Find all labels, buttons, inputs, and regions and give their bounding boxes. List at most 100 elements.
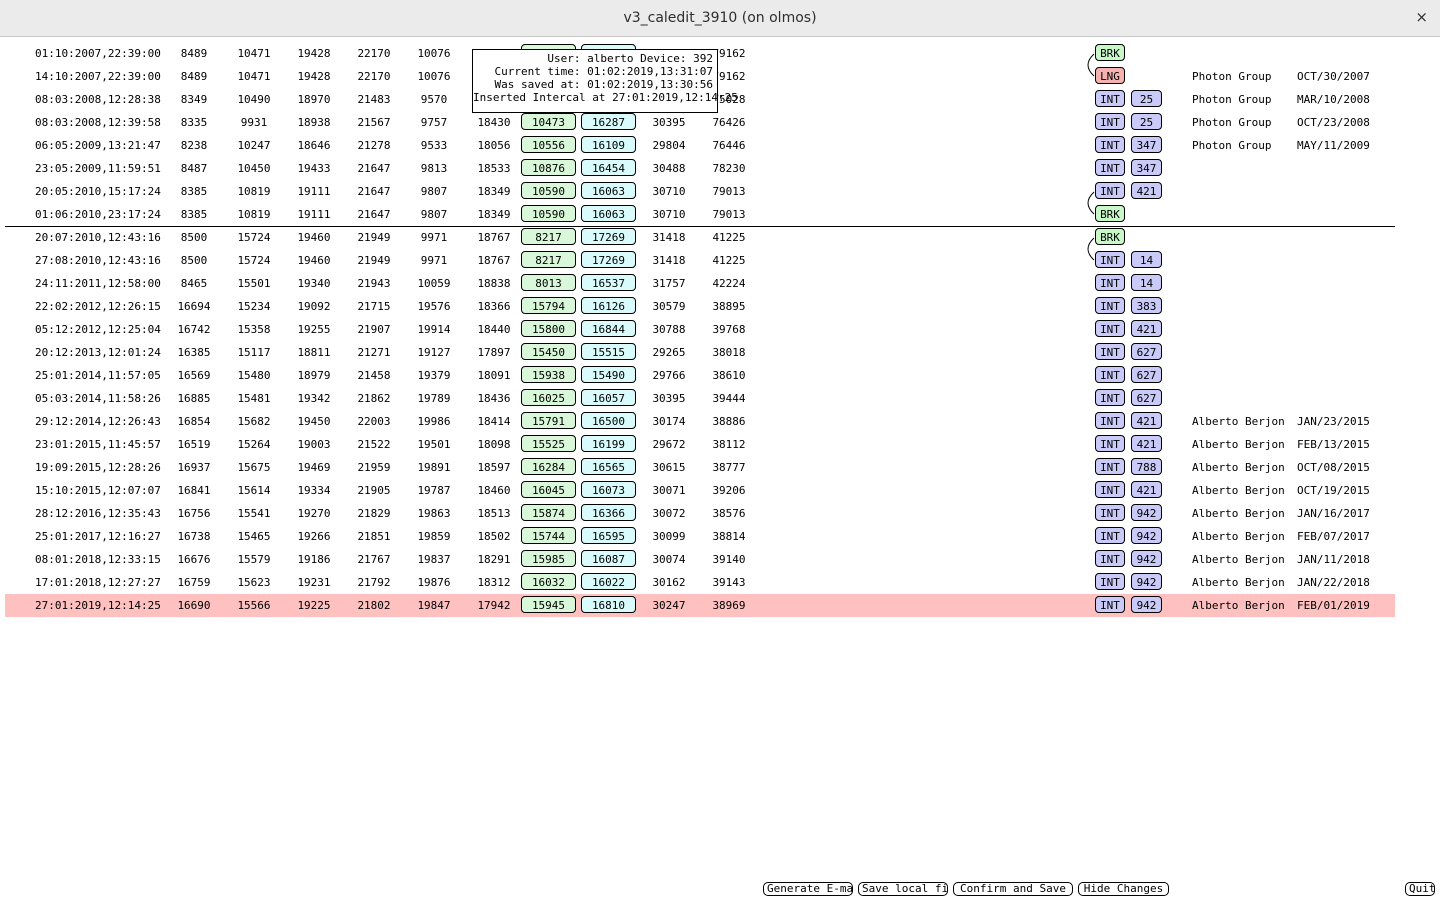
interval-tag[interactable]: 942 (1131, 504, 1162, 521)
type-tag[interactable]: INT (1095, 527, 1125, 544)
table-row[interactable]: 15:10:2015,12:07:07 16841 15614 19334 21905 1… (5, 479, 1395, 502)
editable-value-cyan[interactable]: 16366 (581, 504, 636, 521)
table-row[interactable]: 23:05:2009,11:59:51 8487 10450 19433 21647 98… (5, 157, 1395, 180)
editable-value-cyan[interactable]: 17269 (581, 228, 636, 245)
editable-value-cyan[interactable]: 16537 (581, 274, 636, 291)
interval-tag[interactable]: 421 (1131, 435, 1162, 452)
editable-value-cyan[interactable]: 16022 (581, 573, 636, 590)
interval-tag[interactable]: 627 (1131, 389, 1162, 406)
type-tag[interactable]: INT (1095, 297, 1125, 314)
type-tag[interactable]: INT (1095, 435, 1125, 452)
table-row[interactable]: 24:11:2011,12:58:00 8465 15501 19340 21943 10… (5, 272, 1395, 295)
editable-value-green[interactable]: 15800 (521, 320, 576, 337)
editable-value-green[interactable]: 15525 (521, 435, 576, 452)
editable-value-green[interactable]: 15794 (521, 297, 576, 314)
table-row[interactable]: 25:01:2014,11:57:05 16569 15480 18979 21458 1… (5, 364, 1395, 387)
table-row[interactable]: 27:01:2019,12:14:25 16690 15566 19225 21802 1… (5, 594, 1395, 617)
editable-value-green[interactable]: 15450 (521, 343, 576, 360)
editable-value-cyan[interactable]: 16199 (581, 435, 636, 452)
quit-button[interactable]: Quit (1405, 882, 1435, 896)
type-tag[interactable]: INT (1095, 320, 1125, 337)
editable-value-cyan[interactable]: 16454 (581, 159, 636, 176)
interval-tag[interactable]: 421 (1131, 182, 1162, 199)
editable-value-green[interactable]: 15945 (521, 596, 576, 613)
type-tag[interactable]: INT (1095, 182, 1125, 199)
editable-value-green[interactable]: 15791 (521, 412, 576, 429)
interval-tag[interactable]: 421 (1131, 412, 1162, 429)
type-tag[interactable]: BRK (1095, 44, 1125, 61)
type-tag[interactable]: INT (1095, 366, 1125, 383)
editable-value-green[interactable]: 10556 (521, 136, 576, 153)
type-tag[interactable]: INT (1095, 504, 1125, 521)
editable-value-cyan[interactable]: 16810 (581, 596, 636, 613)
save-local-file-button[interactable]: Save local file (858, 882, 948, 896)
interval-tag[interactable]: 383 (1131, 297, 1162, 314)
close-icon[interactable]: × (1415, 8, 1428, 26)
editable-value-green[interactable]: 16025 (521, 389, 576, 406)
editable-value-green[interactable]: 8217 (521, 228, 576, 245)
interval-tag[interactable]: 25 (1131, 90, 1162, 107)
table-row[interactable]: 20:07:2010,12:43:16 8500 15724 19460 21949 99… (5, 226, 1395, 249)
interval-tag[interactable]: 627 (1131, 366, 1162, 383)
editable-value-cyan[interactable]: 16844 (581, 320, 636, 337)
type-tag[interactable]: INT (1095, 343, 1125, 360)
type-tag[interactable]: INT (1095, 550, 1125, 567)
table-row[interactable]: 27:08:2010,12:43:16 8500 15724 19460 21949 99… (5, 249, 1395, 272)
interval-tag[interactable]: 421 (1131, 320, 1162, 337)
editable-value-cyan[interactable]: 16063 (581, 205, 636, 222)
editable-value-green[interactable]: 15874 (521, 504, 576, 521)
type-tag[interactable]: INT (1095, 136, 1125, 153)
editable-value-green[interactable]: 10876 (521, 159, 576, 176)
interval-tag[interactable]: 942 (1131, 573, 1162, 590)
type-tag[interactable]: BRK (1095, 205, 1125, 222)
editable-value-green[interactable]: 16284 (521, 458, 576, 475)
type-tag[interactable]: INT (1095, 251, 1125, 268)
table-row[interactable]: 23:01:2015,11:45:57 16519 15264 19003 21522 1… (5, 433, 1395, 456)
table-row[interactable]: 08:03:2008,12:39:58 8335 9931 18938 21567 975… (5, 111, 1395, 134)
type-tag[interactable]: INT (1095, 412, 1125, 429)
editable-value-green[interactable]: 10473 (521, 113, 576, 130)
interval-tag[interactable]: 347 (1131, 136, 1162, 153)
table-row[interactable]: 20:12:2013,12:01:24 16385 15117 18811 21271 1… (5, 341, 1395, 364)
editable-value-cyan[interactable]: 16109 (581, 136, 636, 153)
type-tag[interactable]: INT (1095, 458, 1125, 475)
type-tag[interactable]: INT (1095, 90, 1125, 107)
interval-tag[interactable]: 14 (1131, 274, 1162, 291)
hide-changes-button[interactable]: Hide Changes (1078, 882, 1169, 896)
table-row[interactable]: 28:12:2016,12:35:43 16756 15541 19270 21829 1… (5, 502, 1395, 525)
table-row[interactable]: 25:01:2017,12:16:27 16738 15465 19266 21851 1… (5, 525, 1395, 548)
editable-value-cyan[interactable]: 16057 (581, 389, 636, 406)
type-tag[interactable]: INT (1095, 596, 1125, 613)
table-row[interactable]: 29:12:2014,12:26:43 16854 15682 19450 22003 1… (5, 410, 1395, 433)
generate-email-button[interactable]: Generate E-mail (763, 882, 853, 896)
editable-value-cyan[interactable]: 16595 (581, 527, 636, 544)
editable-value-cyan[interactable]: 17269 (581, 251, 636, 268)
editable-value-cyan[interactable]: 16565 (581, 458, 636, 475)
interval-tag[interactable]: 347 (1131, 159, 1162, 176)
table-row[interactable]: 05:03:2014,11:58:26 16885 15481 19342 21862 1… (5, 387, 1395, 410)
table-row[interactable]: 08:01:2018,12:33:15 16676 15579 19186 21767 1… (5, 548, 1395, 571)
editable-value-cyan[interactable]: 16126 (581, 297, 636, 314)
editable-value-cyan[interactable]: 16073 (581, 481, 636, 498)
editable-value-green[interactable]: 10590 (521, 205, 576, 222)
editable-value-cyan[interactable]: 16287 (581, 113, 636, 130)
editable-value-cyan[interactable]: 16063 (581, 182, 636, 199)
type-tag[interactable]: BRK (1095, 228, 1125, 245)
interval-tag[interactable]: 627 (1131, 343, 1162, 360)
editable-value-green[interactable]: 8217 (521, 251, 576, 268)
editable-value-green[interactable]: 16032 (521, 573, 576, 590)
editable-value-cyan[interactable]: 15515 (581, 343, 636, 360)
editable-value-cyan[interactable]: 15490 (581, 366, 636, 383)
table-row[interactable]: 20:05:2010,15:17:24 8385 10819 19111 21647 98… (5, 180, 1395, 203)
table-row[interactable]: 19:09:2015,12:28:26 16937 15675 19469 21959 1… (5, 456, 1395, 479)
table-row[interactable]: 22:02:2012,12:26:15 16694 15234 19092 21715 1… (5, 295, 1395, 318)
table-row[interactable]: 17:01:2018,12:27:27 16759 15623 19231 21792 1… (5, 571, 1395, 594)
confirm-and-save-button[interactable]: Confirm and Save (953, 882, 1073, 896)
interval-tag[interactable]: 14 (1131, 251, 1162, 268)
editable-value-cyan[interactable]: 16500 (581, 412, 636, 429)
table-row[interactable]: 06:05:2009,13:21:47 8238 10247 18646 21278 95… (5, 134, 1395, 157)
editable-value-green[interactable]: 15938 (521, 366, 576, 383)
interval-tag[interactable]: 421 (1131, 481, 1162, 498)
type-tag[interactable]: INT (1095, 573, 1125, 590)
table-row[interactable]: 01:06:2010,23:17:24 8385 10819 19111 21647 98… (5, 203, 1395, 226)
